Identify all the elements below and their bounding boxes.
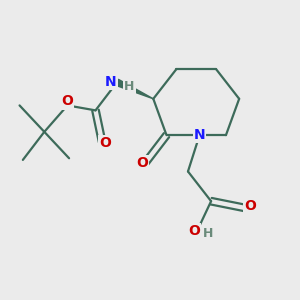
Text: H: H xyxy=(203,227,214,240)
Text: N: N xyxy=(194,128,205,142)
Text: O: O xyxy=(61,94,74,109)
Text: O: O xyxy=(100,136,111,150)
Text: O: O xyxy=(244,199,256,213)
Text: O: O xyxy=(188,224,200,238)
Text: O: O xyxy=(136,156,148,170)
Polygon shape xyxy=(116,79,153,99)
Text: N: N xyxy=(105,75,117,89)
Text: H: H xyxy=(124,80,135,93)
